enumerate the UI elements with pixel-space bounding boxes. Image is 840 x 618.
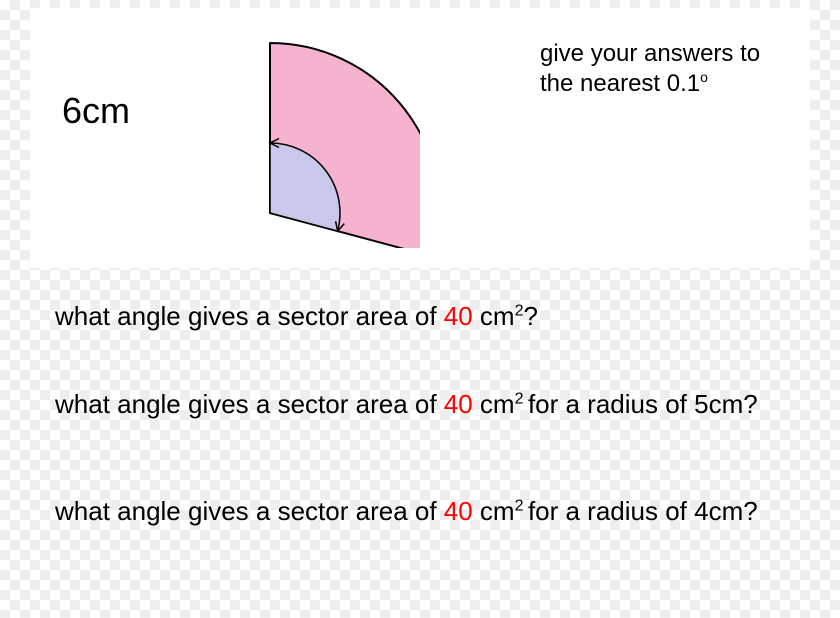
sector-diagram (150, 18, 420, 248)
q3-pre: what angle gives a sector area of (55, 496, 444, 526)
radius-label: 6cm (62, 90, 130, 132)
question-3: what angle gives a sector area of 40 cm2… (55, 495, 795, 528)
q3-mid: cm (473, 496, 515, 526)
q3-post: for a radius of 4cm? (528, 496, 758, 526)
q2-sup: 2 (515, 390, 528, 407)
q1-highlight: 40 (444, 301, 473, 331)
q1-pre: what angle gives a sector area of (55, 301, 444, 331)
q2-mid: cm (473, 389, 515, 419)
question-1: what angle gives a sector area of 40 cm2… (55, 300, 795, 333)
canvas: 6cm give your answers to the nearest 0.1… (0, 0, 840, 618)
q2-highlight: 40 (444, 389, 473, 419)
q1-post: ? (524, 301, 538, 331)
question-2: what angle gives a sector area of 40 cm2… (55, 388, 795, 421)
instruction-sup: o (700, 69, 708, 85)
q3-sup: 2 (515, 497, 528, 514)
q2-pre: what angle gives a sector area of (55, 389, 444, 419)
content-layer: 6cm give your answers to the nearest 0.1… (0, 0, 840, 618)
q3-highlight: 40 (444, 496, 473, 526)
q1-mid: cm (473, 301, 515, 331)
instruction-text: give your answers to the nearest 0.1o (540, 40, 770, 99)
q2-post: for a radius of 5cm? (528, 389, 758, 419)
instruction-prefix: give your answers to the nearest 0.1 (540, 40, 760, 97)
q1-sup: 2 (515, 302, 524, 319)
